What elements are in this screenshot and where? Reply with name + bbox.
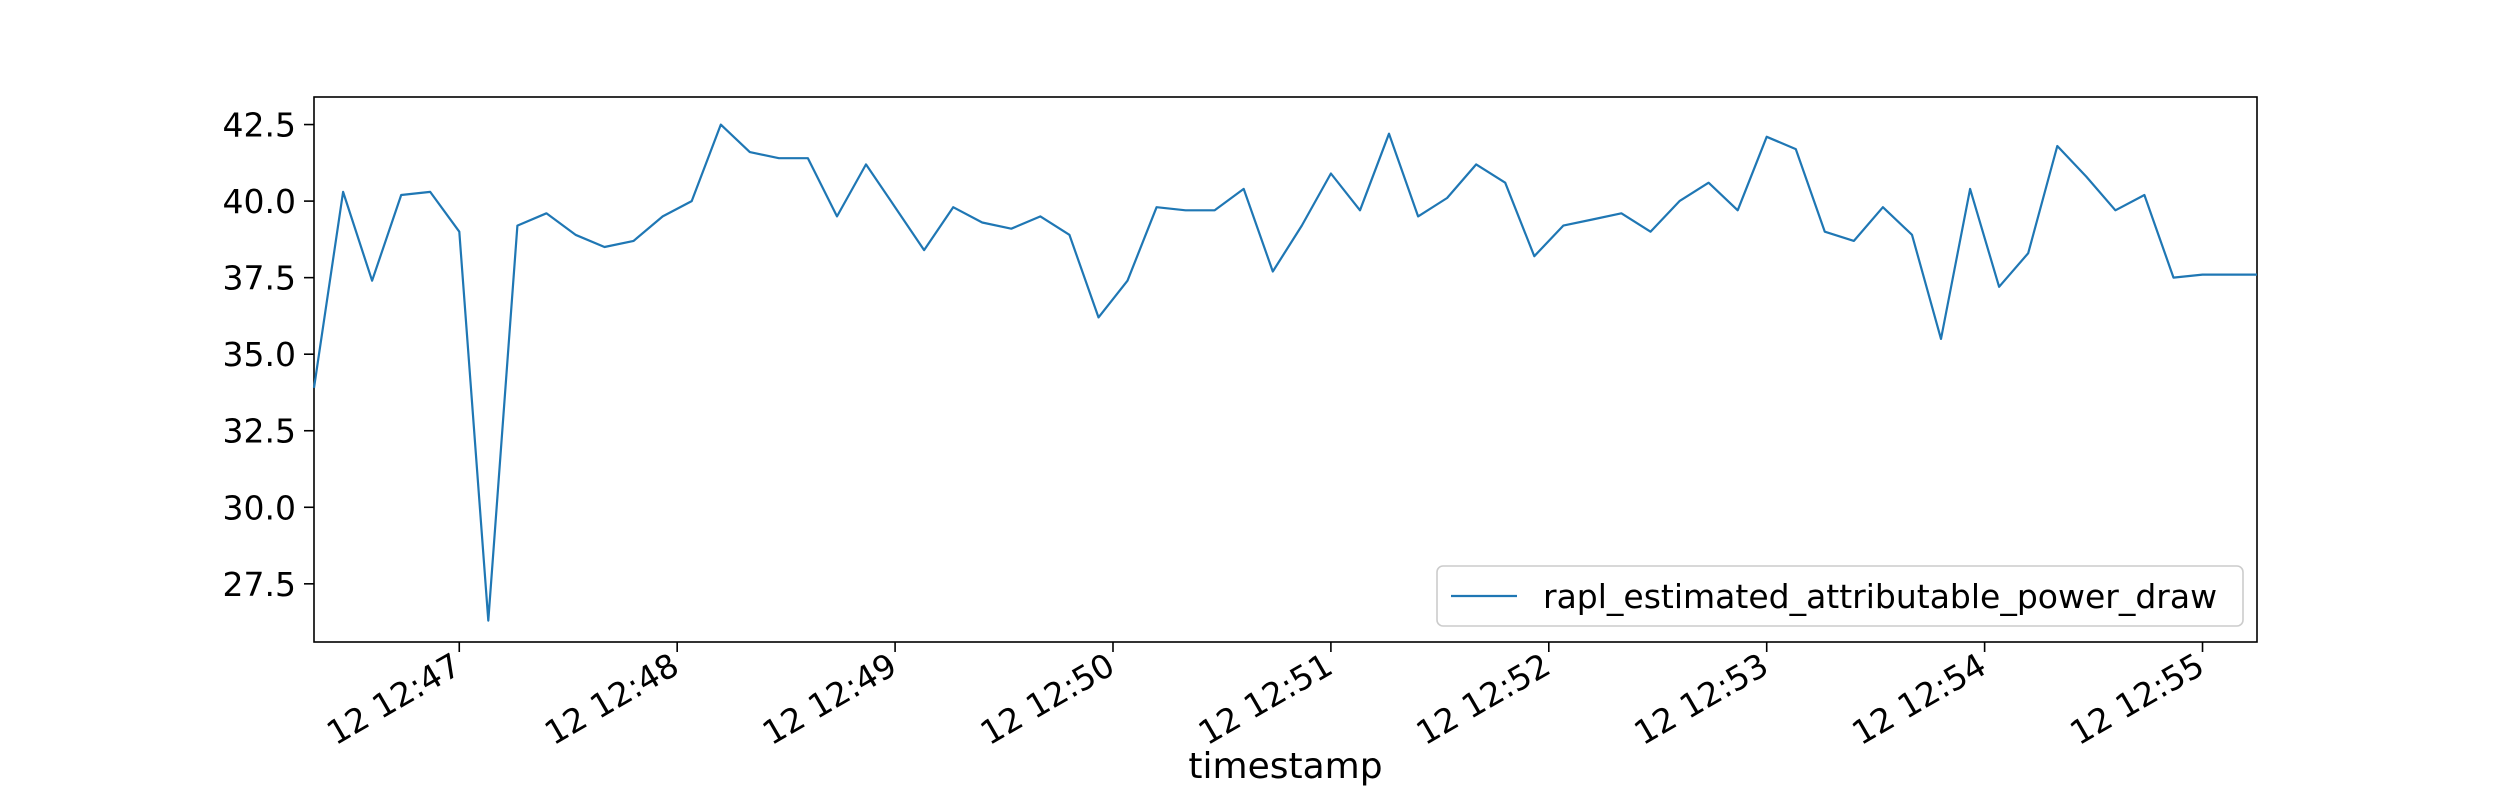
plot-area <box>313 96 2258 643</box>
y-tick-label: 40.0 <box>223 182 296 221</box>
x-axis: 12 12:47 12 12:48 12 12:49 12 12:50 12 12:51… <box>320 642 2211 753</box>
y-tick-label: 32.5 <box>223 412 296 451</box>
y-tick-label: 35.0 <box>223 335 296 374</box>
y-tick-label: 27.5 <box>223 565 296 604</box>
series-layer <box>312 123 2258 622</box>
x-axis-title: timestamp <box>1188 746 1382 787</box>
x-tick-label: 12 12:47 <box>320 645 467 753</box>
x-tick-label: 12 12:48 <box>538 645 685 753</box>
x-tick-label: 12 12:51 <box>1192 645 1339 753</box>
legend-box <box>1436 565 2244 627</box>
y-tick-label: 30.0 <box>223 488 296 527</box>
x-tick-label: 12 12:54 <box>1845 645 1992 753</box>
x-tick-label: 12 12:49 <box>756 645 903 753</box>
x-tick-label: 12 12:52 <box>1409 645 1556 753</box>
plot-frame <box>313 96 2258 643</box>
legend-label-rapl-estimated-attributable-power-draw: rapl_estimated_attributable_power_draw <box>1543 577 2217 616</box>
x-tick-label: 12 12:55 <box>2063 645 2210 753</box>
series-line <box>312 123 2257 622</box>
y-axis: 27.5 30.0 32.5 35.0 37.5 40.0 42.5 <box>223 106 314 604</box>
y-tick-label: 42.5 <box>223 106 296 145</box>
y-tick-label: 37.5 <box>223 259 296 298</box>
legend: rapl_estimated_attributable_power_draw <box>1436 565 2244 627</box>
x-tick-label: 12 12:50 <box>974 645 1121 753</box>
x-tick-label: 12 12:53 <box>1627 645 1774 753</box>
